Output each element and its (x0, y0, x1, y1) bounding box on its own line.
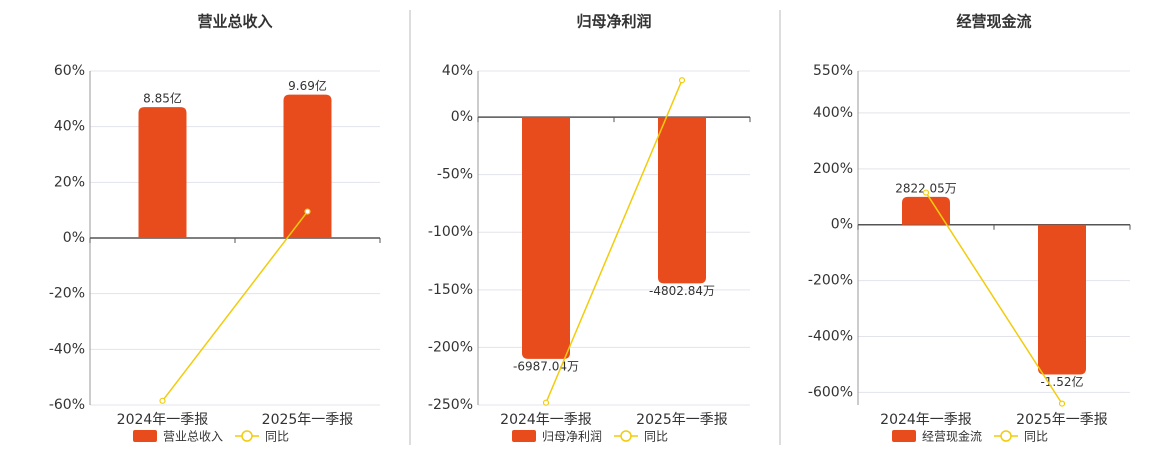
y-tick-label: 40% (442, 63, 473, 79)
y-tick-label: -250% (428, 397, 473, 413)
x-tick-label: 2025年一季报 (1016, 412, 1108, 428)
bar-label: 2822.05万 (895, 181, 957, 195)
line (545, 79, 683, 403)
line-point (304, 208, 311, 215)
chart-title: 营业总收入 (197, 13, 272, 31)
line-point (1058, 400, 1066, 407)
x-tick-label: 2025年一季报 (636, 412, 728, 428)
y-tick-label: -50% (437, 167, 473, 183)
chart-title: 经营现金流 (956, 13, 1031, 31)
x-tick-label: 2024年一季报 (880, 412, 972, 428)
line (161, 211, 309, 402)
y-tick-label: -200% (428, 339, 473, 355)
bar-label: -6987.04万 (513, 359, 579, 373)
line-point (159, 397, 166, 404)
y-tick-label: 0% (831, 217, 853, 233)
legend-label: 同比 (644, 430, 668, 444)
y-tick-label: -100% (428, 224, 473, 240)
y-tick-label: 400% (813, 105, 853, 121)
legend-label: 同比 (265, 430, 289, 444)
y-tick-label: -20% (49, 286, 85, 302)
y-tick-label: 550% (813, 63, 853, 79)
x-tick-label: 2024年一季报 (117, 412, 209, 428)
x-tick-label: 2025年一季报 (262, 412, 354, 428)
legend-swatch (892, 430, 916, 442)
y-tick-label: 20% (54, 174, 85, 190)
y-tick-label: -40% (49, 341, 85, 357)
legend-swatch (512, 430, 536, 442)
legend-swatch (241, 430, 253, 442)
y-tick-label: -60% (49, 397, 85, 413)
y-tick-label: 60% (54, 63, 85, 79)
bar-label: -4802.84万 (649, 284, 715, 298)
legend-swatch (620, 430, 632, 442)
legend-label: 营业总收入 (163, 430, 223, 444)
y-tick-label: -400% (808, 329, 853, 345)
y-tick-label: 200% (813, 161, 853, 177)
y-tick-label: 0% (63, 230, 85, 246)
legend-swatch (133, 430, 157, 442)
bar-label: 9.69亿 (288, 78, 327, 93)
legend-label: 同比 (1024, 430, 1048, 444)
bar-label: -1.52亿 (1040, 374, 1083, 389)
bar (283, 94, 332, 238)
bar (138, 107, 187, 238)
line (925, 192, 1063, 405)
line-point (678, 77, 686, 84)
x-tick-label: 2024年一季报 (500, 412, 592, 428)
bar-label: 8.85亿 (143, 91, 182, 106)
line-point (542, 399, 550, 406)
legend-label: 归母净利润 (542, 430, 602, 444)
chart-title: 归母净利润 (576, 13, 651, 31)
bar (902, 196, 950, 225)
y-tick-label: -600% (808, 384, 853, 400)
y-tick-label: 40% (54, 119, 85, 135)
bar (522, 117, 570, 359)
bar (658, 117, 706, 284)
y-tick-label: -200% (808, 273, 853, 289)
y-tick-label: -150% (428, 282, 473, 298)
legend-label: 经营现金流 (922, 429, 982, 444)
line-point (922, 189, 930, 196)
y-tick-label: 0% (451, 109, 473, 125)
legend-swatch (1000, 430, 1012, 442)
bar (1038, 224, 1086, 375)
